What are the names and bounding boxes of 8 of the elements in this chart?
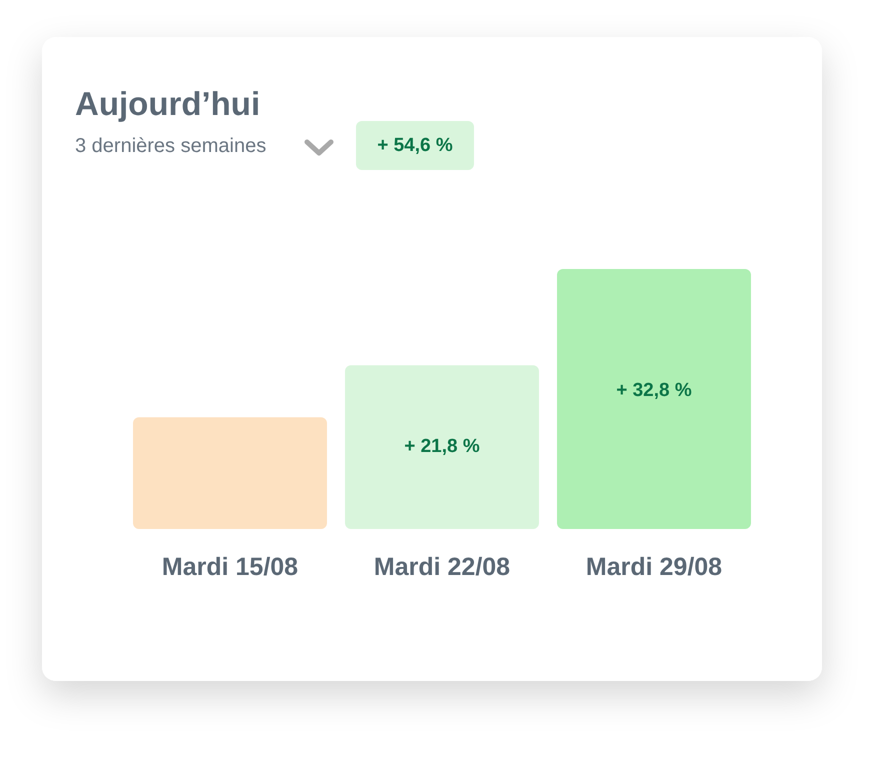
text: + 54,6 %	[377, 135, 453, 156]
chart-title: Aujourd’hui	[75, 85, 260, 122]
x-tick-label: Mardi 22/08	[374, 553, 510, 581]
chart-subtitle: 3 dernières semaines	[75, 135, 266, 157]
x-tick-label: Mardi 29/08	[586, 553, 722, 581]
annotation: + 21,8 %	[404, 436, 480, 458]
annotation: + 32,8 %	[616, 380, 692, 402]
x-tick-label: Mardi 15/08	[162, 553, 298, 581]
